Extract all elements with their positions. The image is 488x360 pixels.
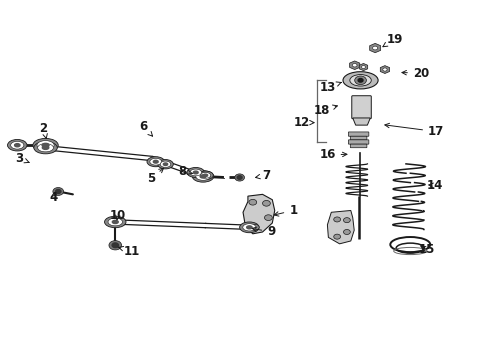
Text: 4: 4 (49, 192, 58, 204)
Ellipse shape (239, 222, 259, 233)
Text: 9: 9 (252, 225, 275, 238)
Text: 18: 18 (313, 104, 337, 117)
Ellipse shape (147, 157, 164, 167)
Text: 19: 19 (382, 32, 402, 47)
Circle shape (343, 229, 349, 234)
Text: 3: 3 (15, 152, 29, 165)
Ellipse shape (11, 141, 24, 149)
Ellipse shape (193, 171, 198, 174)
Polygon shape (369, 43, 380, 53)
Circle shape (264, 215, 272, 221)
Text: 20: 20 (401, 67, 428, 80)
Ellipse shape (163, 163, 167, 166)
Ellipse shape (243, 224, 255, 231)
FancyBboxPatch shape (351, 96, 370, 119)
Ellipse shape (37, 141, 54, 150)
Circle shape (234, 174, 244, 181)
Text: 17: 17 (384, 123, 443, 138)
Circle shape (109, 240, 122, 250)
Text: 16: 16 (319, 148, 346, 161)
Ellipse shape (108, 218, 122, 226)
Polygon shape (243, 194, 274, 234)
Ellipse shape (200, 172, 210, 178)
Circle shape (343, 218, 349, 223)
Ellipse shape (33, 138, 58, 152)
FancyBboxPatch shape (349, 144, 366, 148)
Ellipse shape (15, 144, 20, 147)
Circle shape (112, 243, 118, 248)
Text: 5: 5 (146, 168, 163, 185)
Polygon shape (327, 211, 353, 244)
Text: 13: 13 (319, 81, 341, 94)
Text: 1: 1 (274, 204, 297, 217)
Ellipse shape (149, 158, 162, 165)
Circle shape (354, 76, 366, 85)
Ellipse shape (42, 146, 49, 149)
Polygon shape (359, 63, 367, 71)
Ellipse shape (42, 143, 49, 147)
FancyBboxPatch shape (347, 140, 368, 144)
Ellipse shape (246, 226, 251, 229)
Circle shape (357, 78, 362, 82)
FancyBboxPatch shape (347, 132, 368, 136)
Ellipse shape (203, 174, 207, 176)
Circle shape (361, 66, 365, 68)
Text: 2: 2 (40, 122, 47, 139)
Ellipse shape (200, 175, 205, 178)
Text: 7: 7 (255, 169, 270, 182)
Circle shape (251, 225, 259, 230)
Ellipse shape (186, 167, 204, 177)
Polygon shape (380, 66, 389, 73)
Ellipse shape (38, 144, 53, 152)
Ellipse shape (158, 159, 173, 169)
FancyBboxPatch shape (349, 136, 366, 140)
Ellipse shape (189, 169, 201, 176)
Circle shape (382, 68, 386, 71)
Circle shape (372, 46, 377, 50)
Ellipse shape (153, 160, 158, 163)
Text: 10: 10 (109, 210, 125, 222)
Ellipse shape (197, 171, 213, 180)
Circle shape (333, 217, 340, 222)
Text: 11: 11 (118, 244, 139, 257)
Circle shape (352, 63, 356, 67)
Ellipse shape (104, 216, 126, 228)
Ellipse shape (342, 72, 377, 89)
Polygon shape (352, 118, 369, 125)
Circle shape (237, 176, 242, 179)
Text: 15: 15 (418, 243, 435, 256)
Text: 6: 6 (139, 120, 152, 136)
Text: 14: 14 (426, 179, 442, 192)
Circle shape (262, 201, 270, 206)
Circle shape (248, 199, 256, 205)
Circle shape (53, 188, 63, 195)
Circle shape (333, 234, 340, 239)
Ellipse shape (7, 139, 27, 151)
Ellipse shape (34, 141, 57, 154)
Ellipse shape (195, 172, 210, 180)
Circle shape (56, 189, 61, 193)
Ellipse shape (349, 75, 370, 86)
Ellipse shape (112, 220, 118, 224)
Text: 12: 12 (293, 116, 313, 129)
Text: 8: 8 (178, 165, 192, 177)
Ellipse shape (160, 161, 170, 167)
Ellipse shape (192, 171, 213, 182)
Polygon shape (349, 61, 359, 69)
